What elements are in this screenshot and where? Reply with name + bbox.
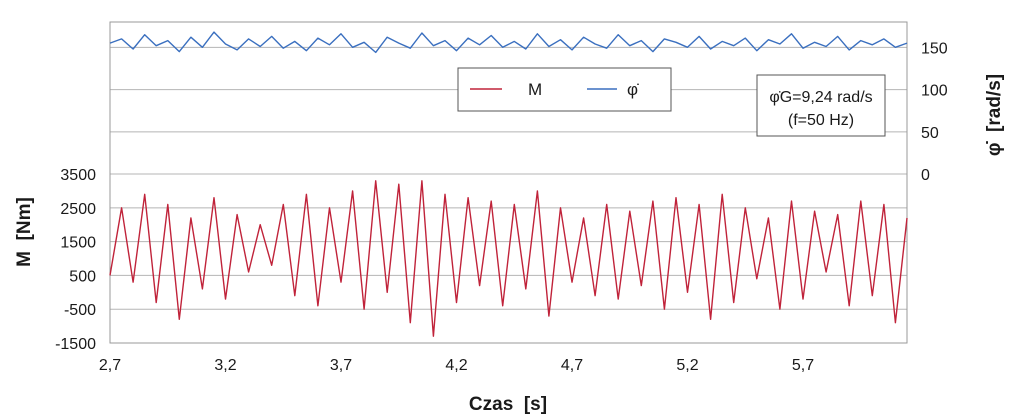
left-y-tick-label: -500 [64, 302, 96, 319]
right-y-tick-label: 150 [921, 40, 948, 57]
x-tick-labels: 2,7 3,2 3,7 4,2 4,7 5,2 5,7 [99, 357, 814, 374]
legend-label-phi-dot: φ̇ [627, 80, 639, 99]
right-y-tick-label: 100 [921, 83, 948, 100]
left-y-tick-label: -1500 [55, 336, 96, 353]
legend-label-m: M [528, 80, 542, 99]
left-y-tick-label: 2500 [60, 201, 96, 218]
annotation-line-2: (f=50 Hz) [788, 112, 854, 129]
series-line-m [109, 180, 908, 337]
legend: M φ̇ [457, 67, 672, 112]
series-lines [109, 31, 908, 337]
x-tick-label: 2,7 [99, 357, 121, 374]
x-axis-title: Czas [s] [469, 394, 547, 415]
right-y-tick-label: 0 [921, 167, 930, 184]
left-y-tick-label: 3500 [60, 167, 96, 184]
right-y-tick-labels: 0 50 100 150 [921, 40, 948, 184]
plot-area-frame [109, 21, 908, 344]
x-tick-label: 5,7 [792, 357, 814, 374]
x-tick-label: 3,7 [330, 357, 352, 374]
series-line-phi-dot [109, 31, 908, 54]
left-y-axis-title: M [Nm] [14, 197, 35, 267]
x-tick-label: 5,2 [676, 357, 698, 374]
left-y-tick-label: 500 [69, 268, 96, 285]
annotation-line-1: φ̇G=9,24 rad/s [769, 89, 872, 106]
right-y-axis-title: φ̇ [rad/s] [984, 74, 1005, 156]
annotation-frame [756, 74, 886, 137]
annotation-box: φ̇G=9,24 rad/s (f=50 Hz) [756, 74, 886, 137]
x-tick-label: 4,2 [445, 357, 467, 374]
left-y-tick-labels: -1500 -500 500 1500 2500 3500 [55, 167, 96, 353]
x-tick-label: 4,7 [561, 357, 583, 374]
x-tick-label: 3,2 [214, 357, 236, 374]
right-y-tick-label: 50 [921, 125, 939, 142]
left-y-tick-label: 1500 [60, 235, 96, 252]
